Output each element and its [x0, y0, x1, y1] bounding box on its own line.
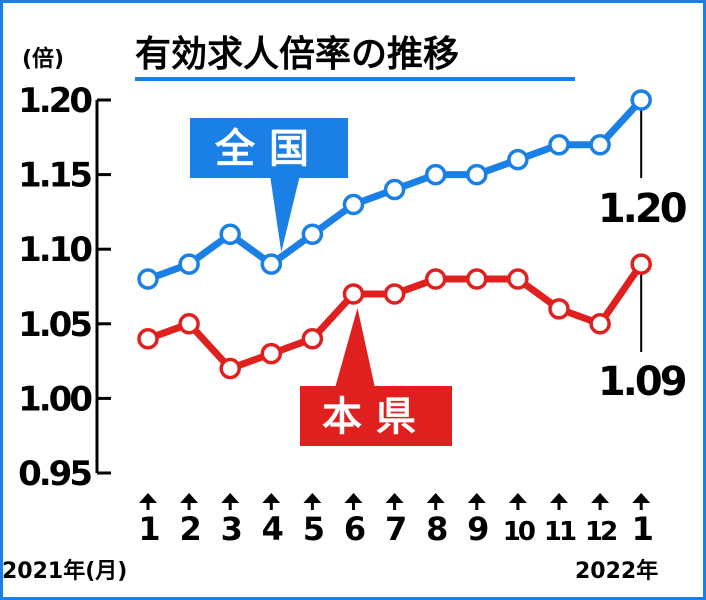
series-line: [146, 262, 645, 373]
x-tick-label: 5: [303, 510, 324, 548]
x-tick-arrow: [180, 493, 199, 503]
x-tick-arrow: [221, 493, 240, 503]
y-tick-label: 1.05: [18, 305, 91, 345]
y-unit-label: (倍): [22, 46, 64, 72]
data-point: [589, 134, 611, 156]
x-tick-arrow: [385, 493, 404, 503]
x-tick-label: 1: [632, 510, 653, 548]
data-point: [589, 313, 611, 335]
x-tick-label: 12: [585, 517, 616, 547]
data-point: [260, 253, 283, 275]
data-point: [137, 268, 159, 290]
series-label: 全国: [214, 126, 323, 172]
data-point: [178, 313, 200, 335]
x-tick-arrow: [303, 493, 322, 503]
y-tick-label: 1.15: [18, 156, 91, 196]
x-tick-label: 7: [385, 510, 405, 548]
data-point: [630, 253, 652, 275]
data-point: [548, 298, 570, 320]
x-tick-arrow: [591, 493, 610, 503]
data-point: [630, 89, 652, 111]
x-label-start: 2021年(月): [2, 558, 127, 584]
end-value-label: 1.09: [598, 359, 686, 405]
x-tick-label: 3: [221, 510, 241, 548]
data-point: [301, 223, 324, 246]
y-tick-label: 1.00: [18, 379, 92, 419]
x-tick-label: 1: [138, 510, 159, 548]
chart-title: 有効求人倍率の推移: [135, 34, 459, 75]
x-tick-label: 4: [262, 510, 283, 548]
data-point: [178, 253, 200, 275]
x-label-end: 2022年: [575, 558, 658, 584]
data-point: [301, 327, 324, 350]
x-tick-label: 9: [467, 510, 488, 548]
x-tick-arrow: [467, 493, 486, 503]
x-tick-label: 8: [426, 510, 447, 548]
data-point: [219, 357, 241, 380]
x-tick-arrow: [550, 493, 568, 503]
x-tick-label: 10: [503, 517, 535, 547]
data-point: [383, 178, 406, 201]
data-point: [424, 163, 447, 186]
data-point: [466, 163, 488, 186]
x-tick-arrow: [139, 493, 157, 503]
x-tick-arrow: [262, 493, 281, 503]
x-tick-arrow: [632, 493, 651, 503]
data-point: [424, 268, 447, 290]
x-tick-label: 2: [179, 510, 199, 548]
y-tick-label: 1.10: [18, 230, 92, 270]
data-point: [383, 283, 406, 305]
data-point: [507, 148, 529, 171]
y-tick-label: 0.95: [18, 454, 91, 494]
y-tick-label: 1.20: [18, 81, 92, 121]
series-label-pointer: [335, 307, 375, 388]
data-point: [260, 342, 283, 365]
data-point: [342, 193, 365, 216]
x-tick-label: 11: [544, 517, 576, 547]
end-value-label: 1.20: [598, 186, 686, 232]
x-tick-arrow: [426, 493, 445, 503]
series-label-box: [190, 118, 348, 178]
data-point: [507, 268, 529, 290]
data-point: [466, 268, 488, 290]
data-point: [219, 223, 241, 246]
x-tick-arrow: [508, 493, 527, 503]
x-tick-label: 6: [344, 510, 365, 548]
series-label-box: [300, 386, 452, 446]
data-point: [137, 327, 159, 350]
series-label: 本県: [322, 394, 430, 440]
data-point: [342, 283, 365, 305]
series-label-pointer: [270, 175, 300, 253]
x-tick-arrow: [344, 493, 363, 503]
data-point: [548, 134, 570, 156]
